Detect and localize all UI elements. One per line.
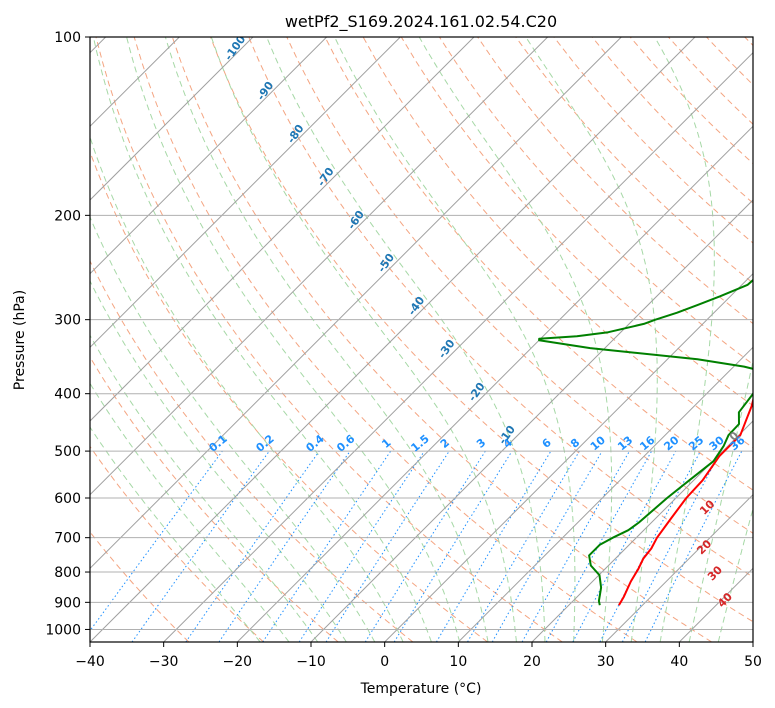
y-tick-label: 400 xyxy=(54,387,81,403)
isotherm-line xyxy=(90,37,401,349)
x-tick-label: −10 xyxy=(296,654,326,670)
x-tick-label: 40 xyxy=(670,654,688,670)
isobar-grid xyxy=(90,37,753,630)
x-tick-label: 0 xyxy=(380,654,389,670)
isotherm-line xyxy=(90,37,549,496)
dry-adiabat xyxy=(324,37,753,491)
temperature-profile-line xyxy=(618,396,753,606)
moist-adiabat xyxy=(90,334,319,642)
x-tick-label: 20 xyxy=(523,654,541,670)
y-tick-label: 300 xyxy=(54,313,81,329)
x-tick-label: 10 xyxy=(449,654,467,670)
x-tick-label: −20 xyxy=(223,654,253,670)
dry-adiabat xyxy=(95,37,563,642)
moist-adiabat xyxy=(210,37,517,642)
mixing-ratio-line xyxy=(218,450,351,642)
chart-title: wetPf2_S169.2024.161.02.54.C20 xyxy=(285,12,557,32)
x-axis-label: Temperature (°C) xyxy=(360,681,482,697)
moist-adiabat xyxy=(266,37,546,642)
isotherm-line xyxy=(163,51,753,642)
moist-adiabat xyxy=(92,37,432,642)
y-tick-label: 100 xyxy=(54,30,81,46)
x-tick-label: 50 xyxy=(744,654,762,670)
dry-adiabat xyxy=(210,37,753,623)
isotherm-line xyxy=(310,199,753,642)
mixing-ratio-line xyxy=(262,450,392,642)
moist-adiabat xyxy=(717,506,753,642)
moist-adiabat xyxy=(90,382,290,642)
moist-adiabat xyxy=(164,37,489,642)
mixing-ratio-line xyxy=(545,450,653,642)
isotherm-line xyxy=(90,37,328,275)
isotherm-line xyxy=(531,420,753,642)
mixing-ratio-line xyxy=(521,450,630,642)
isotherm-line xyxy=(457,346,753,642)
y-tick-label: 200 xyxy=(54,208,81,224)
x-tick-label: −40 xyxy=(75,654,105,670)
moist-adiabat xyxy=(654,37,715,642)
dry-adiabat xyxy=(90,356,339,642)
x-tick-label: −30 xyxy=(149,654,179,670)
isotherm-line xyxy=(90,37,475,422)
y-tick-label: 600 xyxy=(54,491,81,507)
y-tick-label: 500 xyxy=(54,444,81,460)
mixing-ratio-line xyxy=(131,450,270,642)
dry-adiabat xyxy=(248,37,753,578)
y-axis-label: Pressure (hPa) xyxy=(12,290,28,390)
moist-adiabat xyxy=(334,37,576,642)
moist-adiabat xyxy=(90,215,376,642)
dry-adiabat xyxy=(90,445,264,642)
isotherm-grid xyxy=(90,37,753,642)
mixing-ratio-line xyxy=(90,450,223,632)
y-axis: 100 200 300 400 500 600 700 800 900 1000 xyxy=(45,30,90,638)
dewpoint-profile-line xyxy=(538,278,753,606)
x-tick-label: 30 xyxy=(597,654,615,670)
y-tick-label: 700 xyxy=(54,531,81,547)
mixing-ratio-line xyxy=(644,450,743,642)
isotherm-line xyxy=(384,272,753,642)
plot-area: 0.1 0.2 0.4 0.6 1 1.5 2 3 4 6 8 10 13 16 20 25 30 3601020… xyxy=(90,37,753,642)
moist-adiabat xyxy=(688,358,753,642)
y-tick-label: 1000 xyxy=(45,622,81,638)
x-axis: −40 −30 −20 −10 0 10 20 30 40 50 xyxy=(75,642,762,670)
plot-frame xyxy=(89,36,754,643)
moist-adiabats xyxy=(90,37,753,642)
y-tick-label: 900 xyxy=(54,595,81,611)
isotherm-line xyxy=(605,493,753,642)
y-tick-label: 800 xyxy=(54,565,81,581)
mixing-ratio-lines xyxy=(90,450,743,642)
moist-adiabat xyxy=(90,135,404,642)
mixing-ratio-line xyxy=(393,450,513,642)
isotherm-line xyxy=(90,37,696,642)
mixing-ratio-line xyxy=(572,450,677,642)
moist-adiabat xyxy=(418,37,613,642)
dry-adiabat xyxy=(90,259,414,642)
sounding-series xyxy=(538,278,753,606)
moist-adiabat xyxy=(126,37,461,642)
mixing-ratio-line xyxy=(325,450,450,642)
moist-adiabat xyxy=(90,426,261,642)
dry-adiabat xyxy=(286,37,753,534)
mixing-ratio-line xyxy=(298,450,425,642)
mixing-ratio-line xyxy=(185,450,320,642)
moist-adiabat xyxy=(525,37,658,642)
isotherm-line xyxy=(90,37,254,201)
dry-adiabat xyxy=(171,37,712,642)
isotherm-line xyxy=(90,37,622,570)
